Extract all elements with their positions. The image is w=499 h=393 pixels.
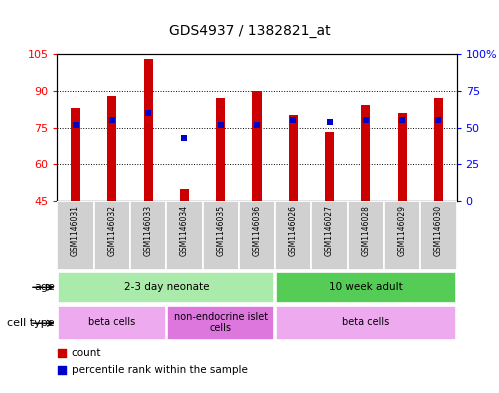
Bar [311,201,348,270]
Point [217,258,225,264]
Bar [166,201,203,270]
Point [217,121,225,128]
Point [362,117,370,123]
Bar [276,307,456,340]
Text: 10 week adult: 10 week adult [329,282,403,292]
Text: GSM1146035: GSM1146035 [216,205,225,256]
Bar [420,201,457,270]
Text: GSM1146032: GSM1146032 [107,205,116,256]
Point [144,110,152,116]
Text: GSM1146031: GSM1146031 [71,205,80,256]
Bar [289,115,298,201]
Bar [275,201,311,270]
Bar [361,105,370,201]
Bar [434,98,443,201]
Text: percentile rank within the sample: percentile rank within the sample [72,365,248,375]
Point [217,101,225,107]
Point [325,119,333,125]
Bar [252,91,261,201]
Point [108,117,116,123]
Text: GSM1146036: GSM1146036 [252,205,261,256]
Bar [58,307,166,340]
Bar [276,272,456,303]
Text: beta cells: beta cells [88,318,135,327]
Bar [325,132,334,201]
Point [289,117,297,123]
Text: age: age [34,282,55,292]
Point [435,117,443,123]
Bar [57,201,94,270]
Text: GSM1146026: GSM1146026 [289,205,298,256]
Text: GDS4937 / 1382821_at: GDS4937 / 1382821_at [169,24,330,38]
Text: GSM1146029: GSM1146029 [398,205,407,256]
Bar [71,108,80,201]
Point [181,135,189,141]
Bar [107,95,116,201]
Bar [239,201,275,270]
Text: beta cells: beta cells [342,318,390,327]
Point [253,121,261,128]
Bar [398,113,407,201]
Text: GSM1146030: GSM1146030 [434,205,443,256]
Text: non-endocrine islet
cells: non-endocrine islet cells [174,312,268,333]
Bar [58,272,274,303]
Bar [216,98,225,201]
Point [71,121,79,128]
Text: 2-3 day neonate: 2-3 day neonate [124,282,209,292]
Text: GSM1146028: GSM1146028 [361,205,370,255]
Bar [167,307,274,340]
Text: cell type: cell type [7,318,55,328]
Text: GSM1146034: GSM1146034 [180,205,189,256]
Text: GSM1146027: GSM1146027 [325,205,334,256]
Point [398,117,406,123]
Text: GSM1146033: GSM1146033 [144,205,153,256]
Text: count: count [72,348,101,358]
Bar [180,189,189,201]
Bar [144,59,153,201]
Bar [94,201,130,270]
Bar [384,201,420,270]
Bar [203,201,239,270]
Bar [130,201,166,270]
Bar [348,201,384,270]
